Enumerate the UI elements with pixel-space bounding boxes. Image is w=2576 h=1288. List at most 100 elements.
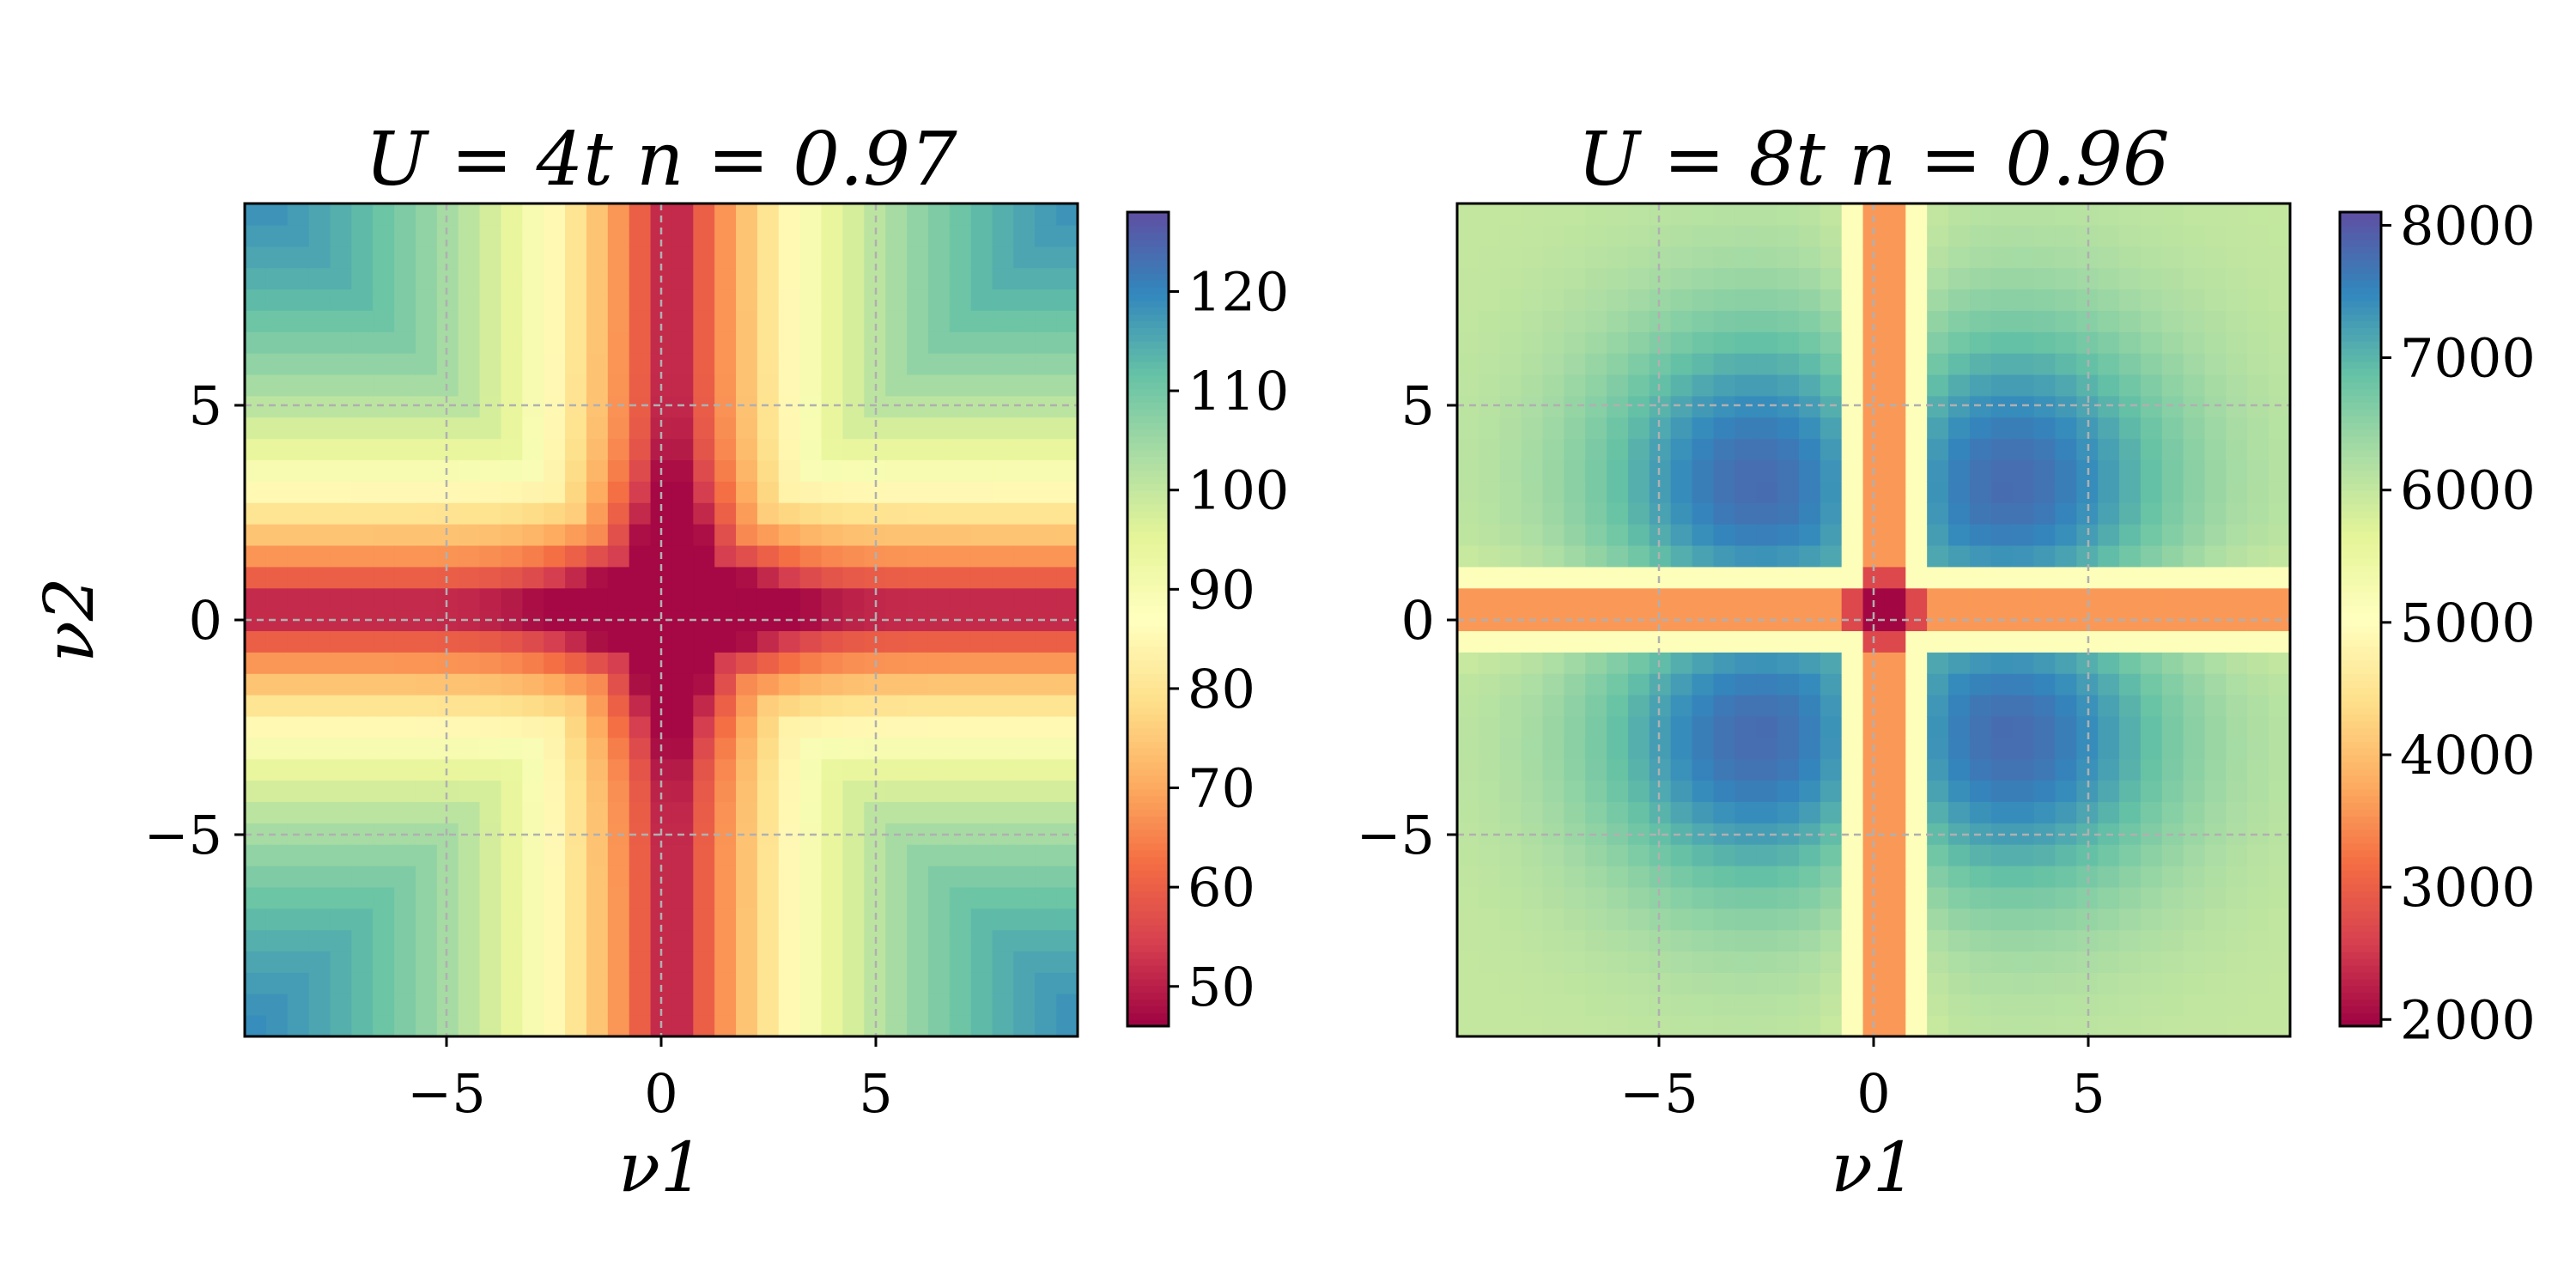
heatmap-cell [1713, 246, 1735, 269]
heatmap-cell [1035, 972, 1057, 994]
heatmap-cell [287, 715, 310, 738]
heatmap-cell [2012, 374, 2035, 397]
heatmap-cell [522, 459, 544, 482]
heatmap-cell [821, 353, 844, 375]
heatmap-cell [1692, 353, 1715, 375]
heatmap-cell [245, 566, 267, 589]
heatmap-cell [1798, 715, 1821, 738]
colorbar-segment [1127, 354, 1169, 362]
heatmap-cell [736, 224, 758, 247]
heatmap-cell [2033, 715, 2057, 738]
heatmap-cell [1478, 374, 1501, 397]
heatmap-cell [778, 524, 801, 546]
heatmap-cell [287, 630, 310, 653]
heatmap-cell [2204, 502, 2227, 525]
heatmap-cell [415, 416, 438, 440]
heatmap-cell [415, 652, 438, 674]
heatmap-cell [522, 416, 544, 440]
heatmap-cell [394, 866, 416, 888]
heatmap-cell [1948, 1015, 1971, 1037]
heatmap-cell [1884, 673, 1906, 696]
heatmap-cell [245, 801, 267, 823]
heatmap-cell [1969, 673, 1992, 696]
heatmap-cell [1542, 544, 1564, 568]
heatmap-cell [1627, 544, 1650, 568]
heatmap-cell [351, 438, 374, 461]
colorbar-segment [1127, 259, 1169, 267]
heatmap-cell [2226, 502, 2248, 525]
heatmap-cell [2012, 844, 2035, 866]
heatmap-cell [756, 481, 780, 503]
heatmap-cell [436, 886, 459, 909]
heatmap-cell [265, 438, 289, 461]
heatmap-cell [2033, 972, 2057, 994]
colorbar-segment [1127, 781, 1169, 790]
heatmap-cell [2247, 993, 2269, 1016]
heatmap-cell [308, 630, 331, 653]
heatmap-cell [544, 801, 566, 823]
heatmap-cell [2269, 395, 2291, 418]
heatmap-cell [1649, 844, 1672, 866]
heatmap-cell [1969, 374, 1992, 397]
heatmap-cell [1692, 524, 1715, 546]
heatmap-cell [1521, 481, 1544, 503]
heatmap-cell [885, 780, 908, 803]
heatmap-cell [351, 972, 374, 994]
colorbar-segment [2340, 720, 2381, 729]
heatmap-cell [522, 908, 544, 931]
heatmap-cell [2098, 886, 2120, 909]
heatmap-cell [2247, 908, 2269, 931]
heatmap-cell [1820, 246, 1843, 269]
heatmap-cell [1713, 652, 1735, 674]
heatmap-cell [1990, 224, 2014, 247]
heatmap-cell [778, 758, 801, 781]
heatmap-cell [2055, 204, 2077, 226]
heatmap-cell [1013, 310, 1036, 332]
heatmap-cell [992, 695, 1014, 717]
heatmap-cell [2204, 673, 2227, 696]
heatmap-cell [2055, 267, 2077, 290]
colorbar-segment [2340, 571, 2381, 580]
heatmap-cell [2247, 972, 2269, 994]
heatmap-cell [2204, 695, 2227, 717]
heatmap-cell [351, 310, 374, 332]
heatmap-cell [1798, 630, 1821, 653]
colorbar-segment [2340, 761, 2381, 769]
heatmap-cell [1607, 673, 1629, 696]
heatmap-cell [2161, 993, 2184, 1016]
heatmap-cell [287, 780, 310, 803]
heatmap-cell [693, 289, 715, 311]
heatmap-cell [544, 481, 566, 503]
heatmap-cell [1013, 844, 1036, 866]
heatmap-cell [992, 416, 1014, 440]
heatmap-cell [1990, 566, 2014, 589]
heatmap-cell [907, 844, 929, 866]
heatmap-cell [778, 289, 801, 311]
colorbar-segment [2340, 313, 2381, 322]
heatmap-cell [1713, 374, 1735, 397]
heatmap-cell [2098, 310, 2120, 332]
heatmap-cell [1905, 310, 1928, 332]
heatmap-cell [821, 204, 844, 226]
colorbar-segment [2340, 700, 2381, 708]
heatmap-cell [436, 1015, 459, 1037]
heatmap-cell [927, 502, 951, 525]
heatmap-cell [2204, 780, 2227, 803]
heatmap-cell [885, 502, 908, 525]
heatmap-cell [1948, 780, 1971, 803]
heatmap-cell [2119, 481, 2142, 503]
heatmap-cell [2204, 886, 2227, 909]
heatmap-cell [2183, 524, 2206, 546]
heatmap-cell [1948, 395, 1971, 418]
heatmap-cell [1713, 395, 1735, 418]
heatmap-cell [778, 566, 801, 589]
heatmap-cell [544, 331, 566, 354]
heatmap-cell [821, 673, 844, 696]
heatmap-cell [1457, 224, 1479, 247]
heatmap-cell [907, 1015, 929, 1037]
heatmap-cell [2183, 544, 2206, 568]
heatmap-cell [1713, 801, 1735, 823]
heatmap-cell [1627, 715, 1650, 738]
heatmap-cell [2183, 374, 2206, 397]
heatmap-cell [245, 587, 267, 611]
